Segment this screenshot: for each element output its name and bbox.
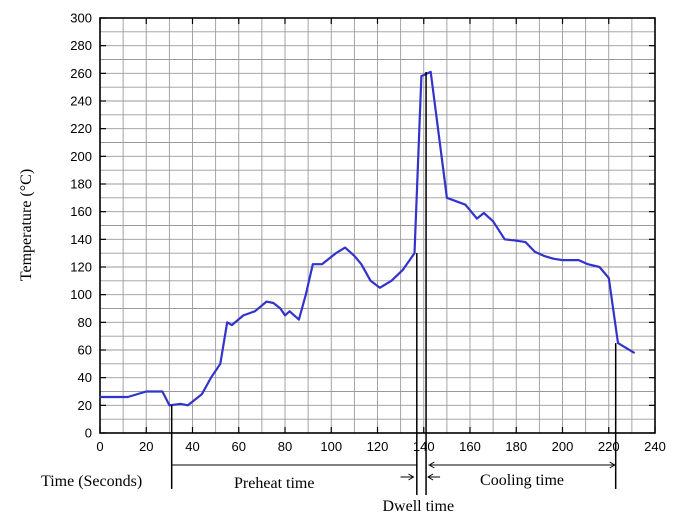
data-point [561, 259, 564, 261]
data-point [543, 255, 545, 257]
data-point [226, 321, 229, 324]
data-point [390, 279, 393, 282]
data-point [297, 318, 300, 321]
x-tick-label: 40 [185, 439, 199, 454]
series-layer [99, 70, 636, 407]
data-point [272, 302, 275, 304]
data-point [288, 310, 291, 313]
temperature-series-line [100, 70, 635, 407]
data-point [524, 241, 527, 244]
y-tick-label: 220 [70, 121, 92, 136]
data-point [445, 196, 448, 199]
axis-ticks: 0 20 40 60 80 100 120 140 160 180 200 220 240 0 20 40 60… [70, 11, 666, 455]
data-point [476, 217, 478, 220]
data-point [617, 342, 619, 344]
data-point [360, 263, 363, 266]
data-point [180, 403, 182, 405]
data-point [515, 239, 518, 242]
data-point [413, 252, 416, 255]
data-point [429, 71, 432, 73]
data-point [402, 268, 404, 271]
data-point [334, 252, 337, 255]
annotations-layer: Preheat time Dwell time Cooling time [170, 71, 617, 515]
data-point [99, 396, 101, 398]
cooling-label: Cooling time [480, 472, 564, 489]
data-point [492, 220, 495, 223]
data-point [168, 404, 171, 407]
data-point [265, 300, 268, 303]
data-point [126, 396, 129, 398]
data-point [503, 238, 506, 241]
data-point [577, 259, 580, 261]
data-point [284, 314, 286, 317]
data-point [242, 314, 245, 317]
y-tick-label: 40 [78, 370, 92, 385]
y-tick-label: 240 [70, 94, 92, 109]
data-point [210, 376, 212, 379]
data-point [369, 279, 372, 282]
x-tick-label: 80 [278, 439, 292, 454]
grid [100, 18, 655, 433]
data-point [200, 393, 203, 396]
x-tick-label: 0 [96, 439, 103, 454]
data-point [482, 212, 485, 214]
dwell-arrowhead-left [408, 473, 415, 481]
data-point [145, 390, 148, 393]
x-tick-label: 240 [644, 439, 666, 454]
data-point [311, 263, 314, 266]
data-point [378, 286, 381, 289]
cooling-arrowhead-left [428, 461, 435, 469]
data-point [464, 203, 467, 206]
data-point [279, 307, 282, 310]
x-tick-label: 120 [367, 439, 389, 454]
data-point [219, 362, 222, 365]
y-tick-label: 200 [70, 149, 92, 164]
y-tick-label: 120 [70, 260, 92, 275]
data-point [633, 351, 636, 354]
y-axis-title: Temperature (°C) [18, 169, 35, 281]
x-tick-label: 60 [232, 439, 246, 454]
data-point [587, 263, 589, 266]
data-point [420, 75, 423, 77]
x-tick-label: 180 [505, 439, 527, 454]
y-tick-label: 100 [70, 287, 92, 302]
x-tick-label: 140 [413, 439, 435, 454]
data-point [598, 266, 601, 268]
dwell-arrowhead-right [427, 473, 434, 481]
x-tick-label: 20 [139, 439, 153, 454]
data-point [254, 310, 256, 313]
data-point [321, 263, 323, 266]
y-tick-label: 0 [85, 426, 92, 441]
data-point [186, 404, 189, 407]
y-tick-label: 280 [70, 38, 92, 53]
y-tick-label: 140 [70, 232, 92, 247]
data-point [161, 390, 164, 393]
y-tick-label: 180 [70, 177, 92, 192]
data-point [552, 257, 555, 260]
y-tick-label: 60 [78, 343, 92, 358]
x-tick-label: 220 [598, 439, 620, 454]
x-tick-label: 200 [552, 439, 574, 454]
data-point [304, 293, 307, 296]
y-tick-label: 300 [70, 11, 92, 26]
x-tick-label: 100 [320, 439, 342, 454]
data-point [353, 255, 356, 257]
data-point [230, 324, 233, 326]
y-tick-label: 20 [78, 398, 92, 413]
data-point [533, 250, 536, 253]
x-tick-label: 160 [459, 439, 481, 454]
y-tick-label: 260 [70, 66, 92, 81]
dwell-label: Dwell time [383, 498, 455, 515]
preheat-label: Preheat time [234, 475, 314, 492]
data-point [344, 246, 347, 249]
data-point [607, 277, 610, 279]
cooling-arrowhead-right [609, 461, 616, 469]
y-tick-label: 80 [78, 315, 92, 330]
x-axis-title: Time (Seconds) [41, 473, 142, 490]
y-tick-label: 160 [70, 204, 92, 219]
